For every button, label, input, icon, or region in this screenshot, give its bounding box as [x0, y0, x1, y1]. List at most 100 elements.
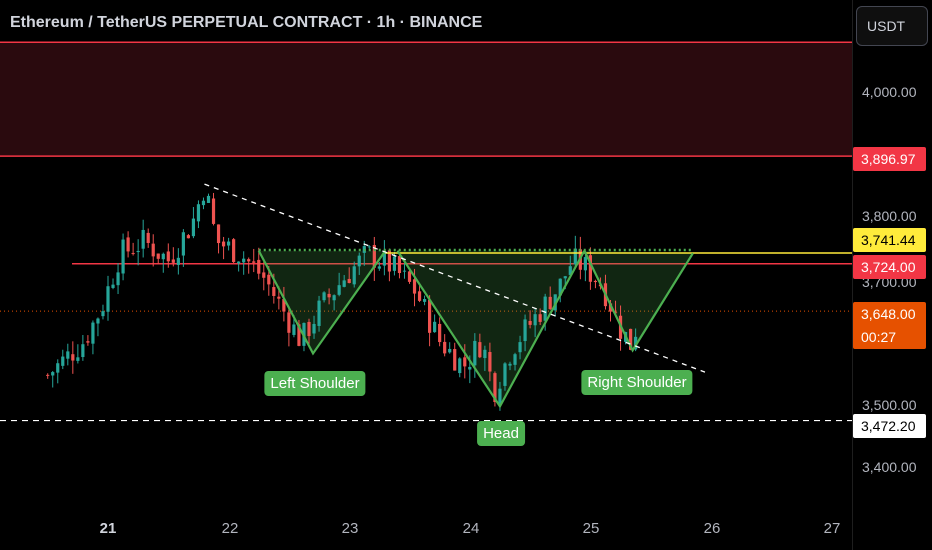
candle-body	[453, 349, 457, 371]
candle-body	[634, 336, 638, 350]
x-tick-label: 22	[221, 520, 239, 537]
right-shoulder-outline	[583, 250, 694, 353]
candle-body	[468, 366, 472, 370]
candle-body	[216, 224, 221, 244]
candle-body	[86, 341, 90, 343]
last-price-badge: 3,648.00	[853, 302, 926, 326]
x-tick-label: 25	[582, 520, 600, 537]
candle-body	[101, 311, 105, 317]
right-shoulder-label: Right Shoulder	[581, 370, 693, 395]
candle-body	[176, 257, 180, 265]
candle-body	[382, 250, 386, 266]
candle-body	[352, 266, 356, 285]
candle-body	[629, 328, 633, 350]
candle-body	[387, 250, 391, 272]
candle-body	[66, 351, 70, 359]
candle-body	[106, 286, 110, 312]
candle-body	[277, 296, 281, 299]
head-label: Head	[477, 421, 525, 446]
candle-body	[136, 250, 140, 253]
x-tick-label: 23	[341, 520, 359, 537]
candle-body	[227, 241, 231, 246]
y-tick-label: 3,400.00	[862, 459, 917, 475]
candle-body	[503, 363, 507, 386]
x-tick-label: 21	[99, 520, 117, 537]
candle-body	[483, 349, 487, 359]
candle-body	[443, 341, 447, 354]
candle-body	[201, 200, 206, 206]
currency-selector-button[interactable]: USDT	[856, 6, 928, 46]
candle-body	[272, 287, 276, 296]
candle-body	[433, 321, 437, 333]
x-tick-label: 26	[703, 520, 721, 537]
candle-body	[307, 321, 311, 337]
candle-body	[583, 257, 587, 271]
candle-body	[458, 358, 462, 374]
candle-body	[322, 292, 326, 301]
candle-body	[588, 255, 592, 282]
candle-body	[347, 278, 351, 283]
candle-body	[206, 195, 211, 203]
candle-body	[377, 266, 381, 269]
candle-body	[558, 278, 562, 296]
candle-body	[493, 373, 497, 403]
candle-body	[488, 352, 492, 372]
support-price-badge: 3,724.00	[853, 255, 926, 279]
candle-body	[392, 256, 397, 271]
candle-body	[498, 388, 502, 404]
candle-body	[448, 348, 452, 353]
candle-body	[548, 296, 552, 310]
head-outline	[396, 250, 586, 409]
candle-body	[367, 246, 371, 248]
candle-body	[287, 312, 291, 333]
candle-body	[116, 272, 120, 286]
candle-body	[111, 284, 115, 288]
candle-body	[473, 340, 477, 366]
candle-body	[247, 259, 251, 262]
y-tick-label: 4,000.00	[862, 84, 917, 100]
candle-body	[186, 235, 190, 239]
candle-body	[232, 239, 236, 263]
candle-body	[191, 218, 196, 237]
candle-body	[126, 237, 130, 252]
candle-body	[297, 324, 301, 346]
candle-body	[463, 357, 467, 367]
candle-body	[422, 298, 427, 302]
x-tick-label: 27	[823, 520, 841, 537]
candle-body	[397, 256, 402, 274]
candle-body	[438, 323, 442, 343]
candle-body	[518, 342, 522, 353]
candle-body	[262, 272, 266, 278]
candle-body	[237, 261, 241, 264]
candle-body	[508, 363, 512, 366]
candle-body	[166, 251, 170, 262]
candle-body	[76, 357, 80, 361]
candle-body	[312, 323, 316, 334]
candle-body	[221, 241, 226, 247]
candle-body	[327, 293, 331, 298]
candle-body	[242, 258, 246, 263]
candle-body	[538, 314, 542, 322]
candle-body	[407, 271, 412, 282]
target-price-badge: 3,472.20	[853, 414, 926, 438]
candle-body	[608, 303, 613, 312]
candle-body	[292, 324, 296, 335]
candle-body	[161, 253, 165, 260]
candle-body	[131, 253, 135, 255]
candle-body	[523, 319, 527, 342]
candle-body	[357, 255, 361, 267]
candle-body	[211, 198, 216, 224]
countdown-badge: 00:27	[853, 325, 926, 349]
resistance-price-badge: 3,896.97	[853, 147, 926, 171]
candle-body	[151, 243, 155, 257]
candle-body	[181, 232, 185, 256]
candle-body	[71, 354, 75, 361]
candle-body	[428, 299, 432, 333]
candle-body	[96, 318, 100, 324]
candle-body	[282, 299, 286, 312]
candle-body	[91, 322, 95, 344]
candle-body	[196, 204, 201, 222]
y-tick-label: 3,800.00	[862, 208, 917, 224]
neckline-price-badge: 3,741.44	[853, 228, 926, 252]
